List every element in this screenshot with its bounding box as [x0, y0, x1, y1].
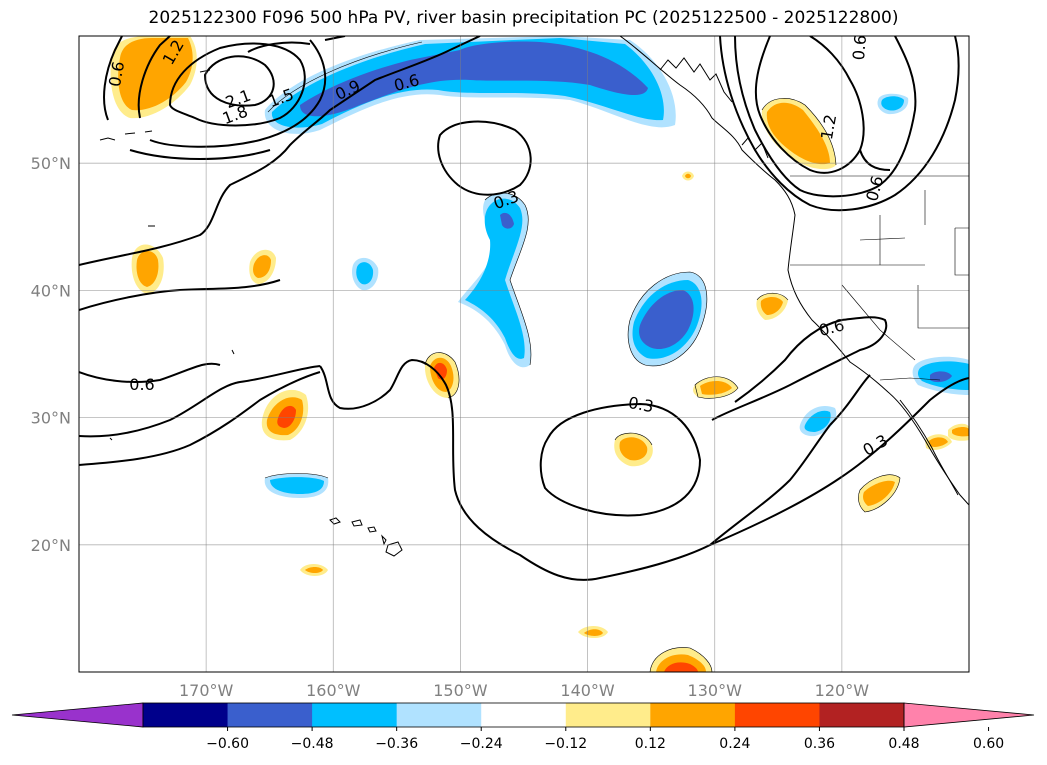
colorbar-segment	[481, 703, 567, 727]
colorbar-tick-label: −0.48	[291, 736, 334, 752]
map-title: 2025122300 F096 500 hPa PV, river basin …	[148, 8, 899, 28]
contour-label: 0.6	[129, 375, 154, 394]
contour-label: 0.6	[849, 34, 870, 61]
pv-contours	[79, 36, 969, 581]
pv-contour-0.3-south-oval	[539, 402, 702, 517]
longitude-tick-label: 140°W	[560, 681, 615, 700]
pv-contour-0.3-north-oval	[437, 120, 532, 196]
north-america-coast	[619, 36, 969, 506]
latitude-tick-label: 30°N	[31, 409, 71, 428]
contour-label: 0.3	[627, 393, 655, 416]
colorbar-tick-label: 0.48	[888, 736, 919, 752]
longitude-tick-label: 130°W	[688, 681, 743, 700]
latitude-tick-label: 20°N	[31, 536, 71, 555]
contour-label: 1.2	[817, 113, 840, 141]
pv-contour-nw-high	[203, 55, 275, 107]
gridlines	[79, 36, 969, 672]
longitude-tick-label: 160°W	[306, 681, 361, 700]
colorbar-segment	[650, 703, 736, 727]
colorbar-segment	[734, 703, 820, 727]
longitude-tick-label: 120°W	[815, 681, 870, 700]
coastlines	[99, 36, 969, 557]
plot-frame	[78, 35, 970, 673]
colorbar-extend-max	[903, 702, 1035, 728]
colorbar-segment	[396, 703, 482, 727]
precip-shading	[110, 36, 969, 672]
pv-contour-0.3-main	[79, 36, 481, 266]
colorbar-tick-label: 0.60	[973, 736, 1004, 752]
longitude-tick-label: 170°W	[179, 681, 234, 700]
colorbar-tick-label: 0.12	[635, 736, 666, 752]
latitude-labels: 20°N 30°N 40°N 50°N	[31, 154, 71, 555]
colorbar-segment	[565, 703, 651, 727]
colorbar: −0.60 −0.48 −0.36 −0.24 −0.12 0.12 0.24 0.36 0.4…	[11, 702, 1035, 752]
colorbar-tick-label: 0.24	[719, 736, 750, 752]
longitude-labels: 170°W 160°W 150°W 140°W 130°W 120°W	[179, 681, 869, 700]
colorbar-tick-label: −0.60	[206, 736, 249, 752]
pv-contour-alaska	[754, 36, 865, 174]
hawaii	[329, 517, 403, 557]
latitude-tick-label: 40°N	[31, 281, 71, 300]
colorbar-segment	[312, 703, 398, 727]
colorbar-segment	[819, 703, 905, 727]
strong-negative-core-gulf	[300, 41, 648, 117]
colorbar-segment	[227, 703, 313, 727]
political-borders	[790, 175, 969, 381]
colorbar-extend-min	[11, 702, 144, 728]
shading-outlines	[264, 41, 901, 672]
colorbar-tick-label: −0.24	[460, 736, 503, 752]
colorbar-tick-label: −0.36	[375, 736, 418, 752]
longitude-tick-label: 150°W	[433, 681, 488, 700]
colorbar-tick-label: 0.36	[804, 736, 835, 752]
colorbar-segment	[143, 703, 229, 727]
contour-label: 0.6	[105, 60, 128, 88]
colorbar-frame	[142, 702, 905, 728]
colorbar-tick-label: −0.12	[544, 736, 587, 752]
latitude-tick-label: 50°N	[31, 154, 71, 173]
